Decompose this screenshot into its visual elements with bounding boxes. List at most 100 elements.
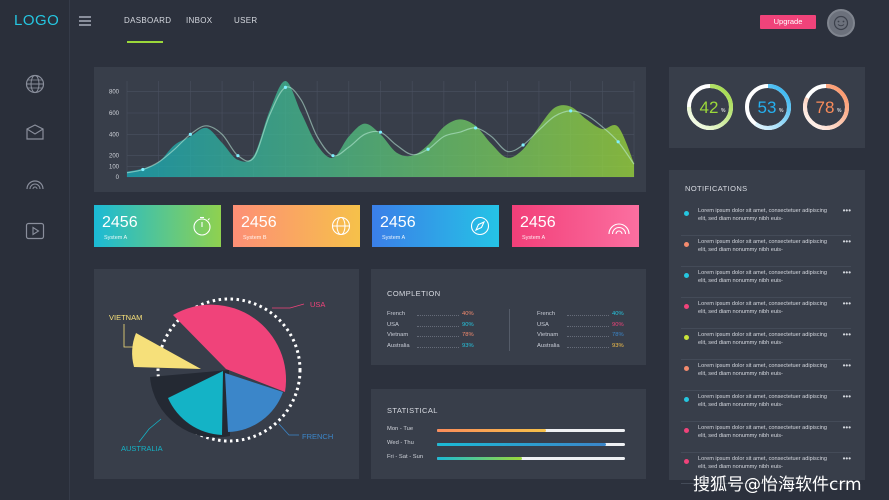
rainbow-icon[interactable] xyxy=(25,172,45,192)
notification-status-dot xyxy=(684,335,689,340)
completion-dots xyxy=(567,315,609,316)
statistical-row-label: Mon - Tue xyxy=(387,426,414,432)
pie-slice-vietnam[interactable] xyxy=(132,333,201,369)
notification-text: Lorem ipsum dolor sit amet, consectetuer… xyxy=(698,270,828,284)
stat-card-system-a-1[interactable]: 2456 System A xyxy=(94,205,221,247)
notification-text: Lorem ipsum dolor sit amet, consectetuer… xyxy=(698,456,828,470)
completion-percent: 40% xyxy=(462,311,474,317)
y-tick-label: 0 xyxy=(116,175,120,181)
hamburger-menu-icon[interactable] xyxy=(79,16,91,26)
rainbow-icon xyxy=(608,223,630,235)
series-2-point[interactable] xyxy=(236,154,240,158)
australia-leader-line xyxy=(138,418,162,443)
pie-slice-australia[interactable] xyxy=(168,371,223,435)
more-options-icon[interactable]: ••• xyxy=(842,392,851,401)
notification-item[interactable]: Lorem ipsum dolor sit amet, consectetuer… xyxy=(681,267,851,298)
vietnam-leader-line xyxy=(123,324,136,348)
completion-country: Vietnam xyxy=(387,332,409,338)
tab-inbox[interactable]: INBOX xyxy=(186,16,213,25)
pie-slice-french[interactable] xyxy=(225,373,283,432)
statistical-progress-track xyxy=(437,429,625,432)
pie-label-vietnam: VIETNAM xyxy=(109,313,142,322)
series-2-point[interactable] xyxy=(141,167,145,172)
notification-text: Lorem ipsum dolor sit amet, consectetuer… xyxy=(698,363,828,377)
play-icon[interactable] xyxy=(25,221,45,241)
gauge-value: 42 xyxy=(700,98,719,117)
notification-status-dot xyxy=(684,397,689,402)
series-1-area[interactable] xyxy=(127,80,634,177)
gauge-value: 53 xyxy=(758,98,777,117)
completion-row: French 40% xyxy=(537,309,637,320)
completion-dots xyxy=(567,346,609,348)
stat-card-label: System B xyxy=(243,235,267,241)
more-options-icon[interactable]: ••• xyxy=(842,423,851,432)
completion-percent: 78% xyxy=(462,332,474,338)
completion-country: USA xyxy=(537,321,549,328)
series-2-point[interactable] xyxy=(283,85,288,89)
series-2-point[interactable] xyxy=(426,147,430,151)
pie-slice-usa[interactable] xyxy=(173,304,287,392)
compass-icon xyxy=(470,216,490,236)
statistical-row: Fri - Sat - Sun xyxy=(387,454,627,466)
stat-card-value: 2456 xyxy=(241,214,277,231)
notification-status-dot xyxy=(684,366,689,371)
gauges: 42% 53% 78% xyxy=(687,84,849,130)
inbox-icon[interactable] xyxy=(25,123,45,143)
notification-item[interactable]: Lorem ipsum dolor sit amet, consectetuer… xyxy=(681,205,851,236)
upgrade-button[interactable]: Upgrade xyxy=(760,15,816,29)
notification-text: Lorem ipsum dolor sit amet, consectetuer… xyxy=(698,425,828,439)
notification-item[interactable]: Lorem ipsum dolor sit amet, consectetuer… xyxy=(681,360,851,391)
active-tab-indicator xyxy=(127,41,163,43)
notification-item[interactable]: Lorem ipsum dolor sit amet, consectetuer… xyxy=(681,329,851,360)
series-2-point[interactable] xyxy=(521,143,525,147)
logo[interactable]: LOGO xyxy=(14,12,60,29)
statistical-panel: STATISTICAL Mon - Tue Wed - Thu Fri - Sat … xyxy=(371,389,646,479)
stat-card-system-b[interactable]: 2456 System B xyxy=(233,205,360,247)
notification-item[interactable]: Lorem ipsum dolor sit amet, consectetuer… xyxy=(681,453,851,484)
avatar[interactable] xyxy=(827,9,855,37)
stat-card-label: System A xyxy=(522,235,546,241)
completion-country: Vietnam xyxy=(537,332,559,338)
globe-icon[interactable] xyxy=(25,74,45,94)
statistical-row: Mon - Tue xyxy=(387,426,627,438)
notification-status-dot xyxy=(684,242,689,247)
completion-dots xyxy=(567,325,609,327)
notification-status-dot xyxy=(684,211,689,216)
tab-user[interactable]: USER xyxy=(234,16,258,25)
series-2-point[interactable] xyxy=(188,132,192,136)
globe-icon xyxy=(331,216,351,236)
series-2-point[interactable] xyxy=(473,126,478,130)
more-options-icon[interactable]: ••• xyxy=(842,268,851,277)
more-options-icon[interactable]: ••• xyxy=(842,299,851,308)
series-2-point[interactable] xyxy=(569,109,573,113)
completion-dots xyxy=(417,336,459,337)
notification-item[interactable]: Lorem ipsum dolor sit amet, consectetuer… xyxy=(681,236,851,267)
series-2-point[interactable] xyxy=(378,130,383,134)
completion-column-2: French 40% USA 90% Vietnam 78% Australia 93% xyxy=(537,309,637,351)
completion-country: USA xyxy=(387,321,399,328)
notification-item[interactable]: Lorem ipsum dolor sit amet, consectetuer… xyxy=(681,422,851,453)
notifications-title: NOTIFICATIONS xyxy=(685,184,748,193)
statistical-progress-track xyxy=(437,443,625,446)
notification-item[interactable]: Lorem ipsum dolor sit amet, consectetuer… xyxy=(681,391,851,422)
completion-row: USA 90% xyxy=(387,320,487,331)
more-options-icon[interactable]: ••• xyxy=(842,361,851,370)
pie-chart: USA VIETNAM AUSTRALIA FRENCH xyxy=(109,297,333,453)
french-leader-line xyxy=(278,423,299,436)
series-2-point[interactable] xyxy=(616,140,620,144)
statistical-title: STATISTICAL xyxy=(387,406,438,415)
completion-percent: 90% xyxy=(462,321,474,328)
more-options-icon[interactable]: ••• xyxy=(842,206,851,215)
statistical-row-label: Wed - Thu xyxy=(387,440,414,446)
notification-item[interactable]: Lorem ipsum dolor sit amet, consectetuer… xyxy=(681,298,851,329)
series-2-point[interactable] xyxy=(331,154,335,158)
completion-dots xyxy=(567,336,609,337)
tab-dashboard[interactable]: DASBOARD xyxy=(124,16,172,25)
completion-percent: 40% xyxy=(612,311,624,317)
stat-card-system-a-3[interactable]: 2456 System A xyxy=(512,205,639,247)
more-options-icon[interactable]: ••• xyxy=(842,237,851,246)
y-tick-label: 100 xyxy=(109,164,120,170)
more-options-icon[interactable]: ••• xyxy=(842,454,851,463)
more-options-icon[interactable]: ••• xyxy=(842,330,851,339)
stat-card-system-a-2[interactable]: 2456 System A xyxy=(372,205,499,247)
